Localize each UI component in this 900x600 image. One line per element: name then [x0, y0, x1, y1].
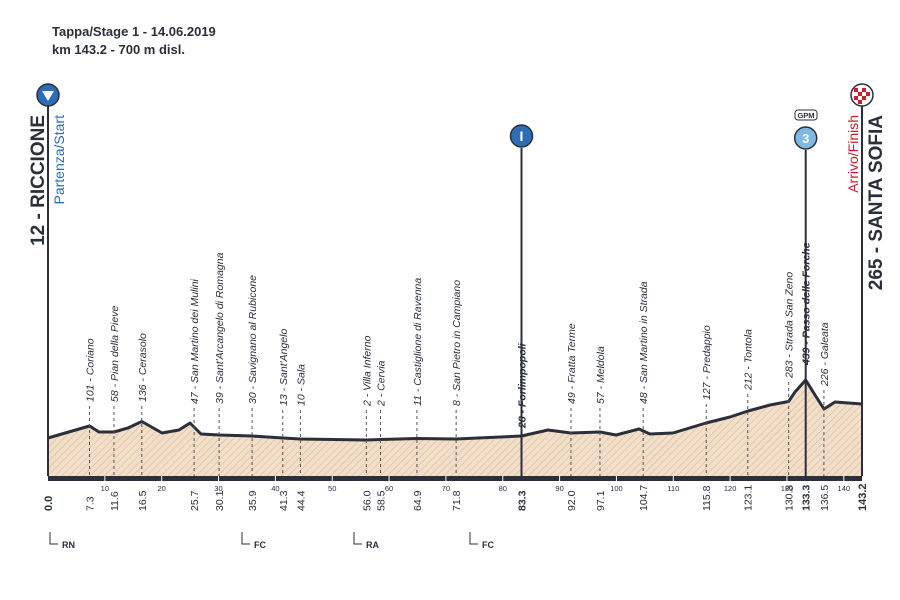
- waypoint-km: 92.0: [566, 490, 578, 511]
- waypoint-km: 35.9: [247, 490, 259, 511]
- waypoint-km: 115.8: [701, 485, 713, 511]
- waypoint-km: 123.1: [743, 485, 755, 511]
- waypoint-km: 71.8: [451, 490, 463, 511]
- waypoint-label: 58 - Pian della Pieve: [109, 306, 121, 402]
- waypoint-km: 97.1: [595, 490, 607, 511]
- waypoint-km: 25.7: [189, 490, 201, 511]
- waypoint-km: 7.3: [84, 496, 96, 511]
- waypoint-label: 39 - Sant'Arcangelo di Romagna: [214, 252, 226, 404]
- start-arrow: [42, 91, 54, 101]
- waypoint-km: 30.1: [214, 490, 226, 511]
- km-tick-label: 80: [499, 484, 507, 493]
- waypoint-km: 11.6: [109, 491, 121, 511]
- waypoint-label: 48 - San Martino in Strada: [638, 281, 650, 404]
- km-tick-label: 40: [271, 484, 279, 493]
- waypoint-km: 133.3: [801, 485, 813, 511]
- province-label: RA: [366, 540, 379, 550]
- province-label: RN: [62, 540, 75, 550]
- waypoint-label: 283 - Strada San Zeno: [784, 272, 796, 379]
- km-tick-label: 140: [838, 484, 851, 493]
- km-tick-label: 20: [158, 484, 166, 493]
- waypoint-label: 30 - Savignano al Rubicone: [247, 275, 259, 404]
- waypoint-km: 44.4: [295, 490, 307, 511]
- waypoint-km: 64.9: [412, 490, 424, 511]
- km-tick-label: 100: [610, 484, 623, 493]
- start-km: 0.0: [43, 496, 55, 511]
- waypoint-label: 13 - Sant'Angelo: [278, 329, 290, 406]
- waypoint-km: 136.5: [819, 485, 831, 511]
- header-line2: km 143.2 - 700 m disl.: [52, 42, 185, 57]
- waypoint-km: 104.7: [638, 485, 650, 511]
- waypoint-label: 439 - Passo delle Forche: [801, 242, 813, 366]
- finish-km: 143.2: [857, 483, 869, 511]
- province-arrows: [49, 532, 478, 545]
- dynamic-layer: 10 20 30 40 50 60 70 80 90 100 110 120 130 140 101 - C…: [62, 242, 850, 550]
- waypoint-km: 130.3: [784, 485, 796, 511]
- waypoint-label: 28 - Forlimpopoli: [517, 342, 529, 429]
- sprint-icon: [509, 124, 534, 148]
- waypoint-label: 2 - Cervia: [376, 360, 388, 407]
- waypoint-label: 11 - Castiglione di Ravenna: [412, 278, 424, 406]
- km-bar: [48, 476, 862, 481]
- profile-area: [48, 380, 862, 476]
- sprint-symbol: I: [520, 128, 524, 144]
- waypoint-label: 212 - Tontola: [743, 329, 755, 391]
- gpm-badge: [794, 109, 818, 121]
- km-tick-label: 90: [555, 484, 563, 493]
- waypoint-label: 127 - Predappio: [701, 325, 713, 400]
- waypoint-label: 47 - San Martino dei Mulini: [189, 278, 201, 404]
- gpm-category: 3: [802, 131, 809, 146]
- waypoint-km: 41.3: [278, 490, 290, 511]
- km-tick-label: 30: [214, 484, 222, 493]
- waypoint-km: 16.5: [137, 490, 149, 511]
- waypoint-label: 101 - Coriano: [84, 338, 96, 402]
- waypoint-label: 2 - Villa Inferno: [361, 335, 373, 407]
- gpm-text: GPM: [797, 111, 814, 120]
- km-tick-label: 70: [442, 484, 450, 493]
- km-tick-label: 10: [101, 484, 109, 493]
- waypoint-km: 83.3: [517, 490, 529, 511]
- waypoint-km: 58.5: [376, 490, 388, 511]
- header-line1: Tappa/Stage 1 - 14.06.2019: [52, 24, 216, 39]
- profile-line: [47, 378, 863, 442]
- province-label: FC: [254, 540, 266, 550]
- waypoint-label: 226 - Galeata: [819, 322, 831, 387]
- waypoint-label: 136 - Cerasolo: [137, 333, 149, 402]
- km-tick-label: 110: [667, 484, 679, 493]
- finish-name: 265 - SANTA SOFIA: [866, 115, 887, 291]
- start-label: Partenza/Start: [51, 115, 67, 205]
- waypoint-label: 8 - San Pietro in Campiano: [451, 280, 463, 406]
- finish-label: Arrivo/Finish: [845, 115, 861, 193]
- km-tick-label: 130: [781, 484, 794, 493]
- waypoint-label: 57 - Meldola: [595, 346, 607, 404]
- waypoint-km: 56.0: [361, 490, 373, 511]
- km-tick-label: 60: [385, 484, 393, 493]
- finish-checker: [854, 88, 870, 104]
- gpm-icon: [793, 126, 818, 150]
- waypoint-label: 10 - Sala: [295, 364, 307, 406]
- km-tick-label: 50: [328, 484, 336, 493]
- province-label: FC: [482, 540, 494, 550]
- waypoint-label: 49 - Fratta Terme: [566, 323, 578, 404]
- km-tick-label: 120: [724, 484, 737, 493]
- start-name: 12 - RICCIONE: [28, 115, 49, 246]
